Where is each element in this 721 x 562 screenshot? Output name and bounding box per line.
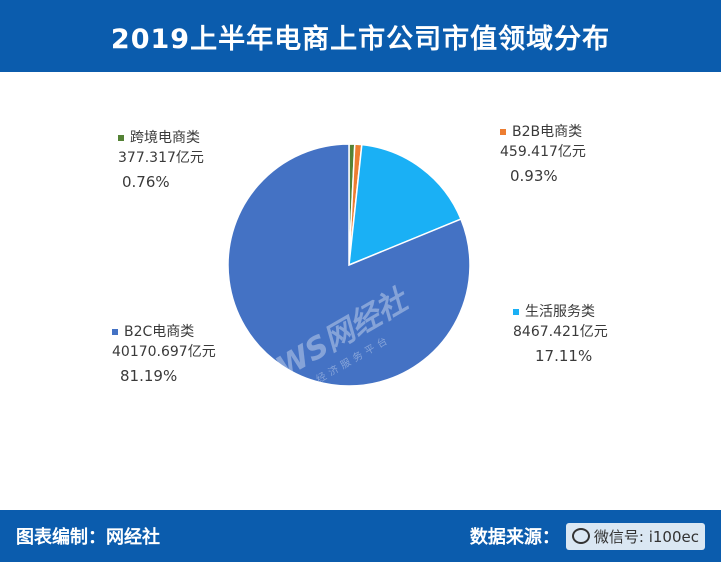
pie-slice-2	[348, 143, 462, 267]
footer-bar: 图表编制：网经社 数据来源： 微信号: i100ec	[0, 510, 721, 562]
legend-label-life-service: 生活服务类 8467.421亿元 17.11%	[513, 302, 608, 366]
legend-name-life-service: 生活服务类	[525, 304, 595, 320]
legend-value-cross-border: 377.317亿元	[118, 150, 204, 166]
legend-swatch-cross-border	[118, 135, 124, 141]
legend-name-b2c: B2C电商类	[124, 324, 195, 340]
legend-swatch-life-service	[513, 309, 519, 315]
footer-source-label: 数据来源：	[469, 527, 560, 548]
legend-value-b2c: 40170.697亿元	[112, 344, 216, 360]
legend-percent-b2c: 81.19%	[120, 367, 178, 385]
legend-name-cross-border: 跨境电商类	[130, 130, 200, 146]
legend-swatch-b2b	[500, 129, 506, 135]
legend-percent-life-service: 17.11%	[535, 347, 593, 365]
header-bar: 2019上半年电商上市公司市值领域分布	[0, 0, 721, 72]
chart-title: 2019上半年电商上市公司市值领域分布	[110, 23, 611, 55]
legend-label-b2b: B2B电商类 459.417亿元 0.93%	[500, 122, 586, 186]
legend-value-b2b: 459.417亿元	[500, 144, 586, 160]
legend-value-life-service: 8467.421亿元	[513, 324, 608, 340]
footer-credit: 图表编制：网经社	[16, 527, 160, 548]
legend-label-b2c: B2C电商类 40170.697亿元 81.19%	[112, 322, 216, 386]
legend-label-cross-border: 跨境电商类 377.317亿元 0.76%	[118, 128, 204, 192]
legend-percent-cross-border: 0.76%	[122, 173, 170, 191]
legend-swatch-b2c	[112, 329, 118, 335]
legend-name-b2b: B2B电商类	[512, 124, 583, 140]
footer-source: 数据来源： 微信号: i100ec	[469, 522, 705, 550]
chart-area: WS网经社 网络经济服务平台 跨境电商类 377.317亿元 0.76% B2B…	[0, 72, 721, 510]
legend-percent-b2b: 0.93%	[510, 167, 558, 185]
wechat-overlay: 微信号: i100ec	[565, 522, 705, 550]
pie-chart	[227, 143, 471, 387]
wechat-icon	[571, 528, 590, 544]
wechat-id: 微信号: i100ec	[593, 527, 699, 546]
pie-slice-3	[227, 143, 471, 387]
